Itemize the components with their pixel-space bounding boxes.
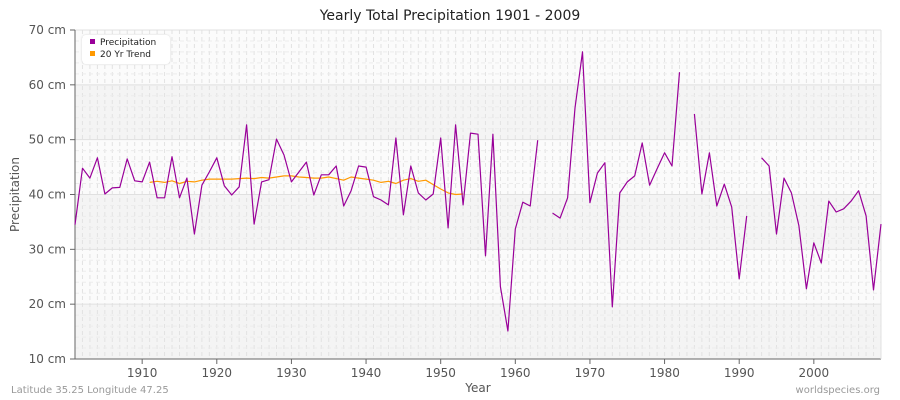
y-tick-label: 40 cm (29, 188, 66, 202)
grid-lines (74, 29, 882, 360)
trend-swatch-icon (90, 51, 95, 56)
precipitation-line (74, 124, 539, 332)
precipitation-line (693, 113, 748, 280)
y-tick-label: 60 cm (29, 78, 66, 92)
y-tick-label: 20 cm (29, 297, 66, 311)
legend-item-precipitation: Precipitation (90, 37, 156, 49)
legend-label: 20 Yr Trend (100, 50, 152, 60)
legend-item-trend: 20 Yr Trend (90, 49, 151, 61)
y-tick-label: 10 cm (29, 352, 66, 366)
chart-title: Yearly Total Precipitation 1901 - 2009 (319, 8, 581, 24)
x-axis-title: Year (464, 381, 490, 395)
x-tick-label: 1980 (649, 366, 680, 380)
legend-label: Precipitation (100, 38, 157, 48)
y-tick-label: 30 cm (29, 242, 66, 256)
legend: Precipitation 20 Yr Trend (82, 35, 170, 64)
precipitation-swatch-icon (90, 39, 95, 44)
y-tick-label: 70 cm (29, 23, 66, 37)
axes: 10 cm 20 cm 30 cm 40 cm 50 cm 60 cm 70 cm 1910 1… (8, 23, 882, 395)
x-tick-label: 1970 (575, 366, 606, 380)
location-caption: Latitude 35.25 Longitude 47.25 (11, 385, 169, 396)
x-tick-label: 1990 (724, 366, 755, 380)
x-tick-label: 1940 (351, 366, 382, 380)
x-tick-label: 1960 (500, 366, 531, 380)
x-tick-label: 1920 (202, 366, 233, 380)
x-tick-label: 1930 (276, 366, 307, 380)
x-tick-label: 2000 (799, 366, 830, 380)
precipitation-line (552, 51, 681, 308)
x-tick-label: 1910 (127, 366, 158, 380)
y-tick-label: 50 cm (29, 133, 66, 147)
data-series (74, 51, 882, 332)
precipitation-line (761, 157, 882, 291)
y-axis-title: Precipitation (8, 157, 22, 232)
source-caption: worldspecies.org (795, 385, 880, 396)
trend-line (149, 175, 464, 196)
x-tick-label: 1950 (425, 366, 456, 380)
